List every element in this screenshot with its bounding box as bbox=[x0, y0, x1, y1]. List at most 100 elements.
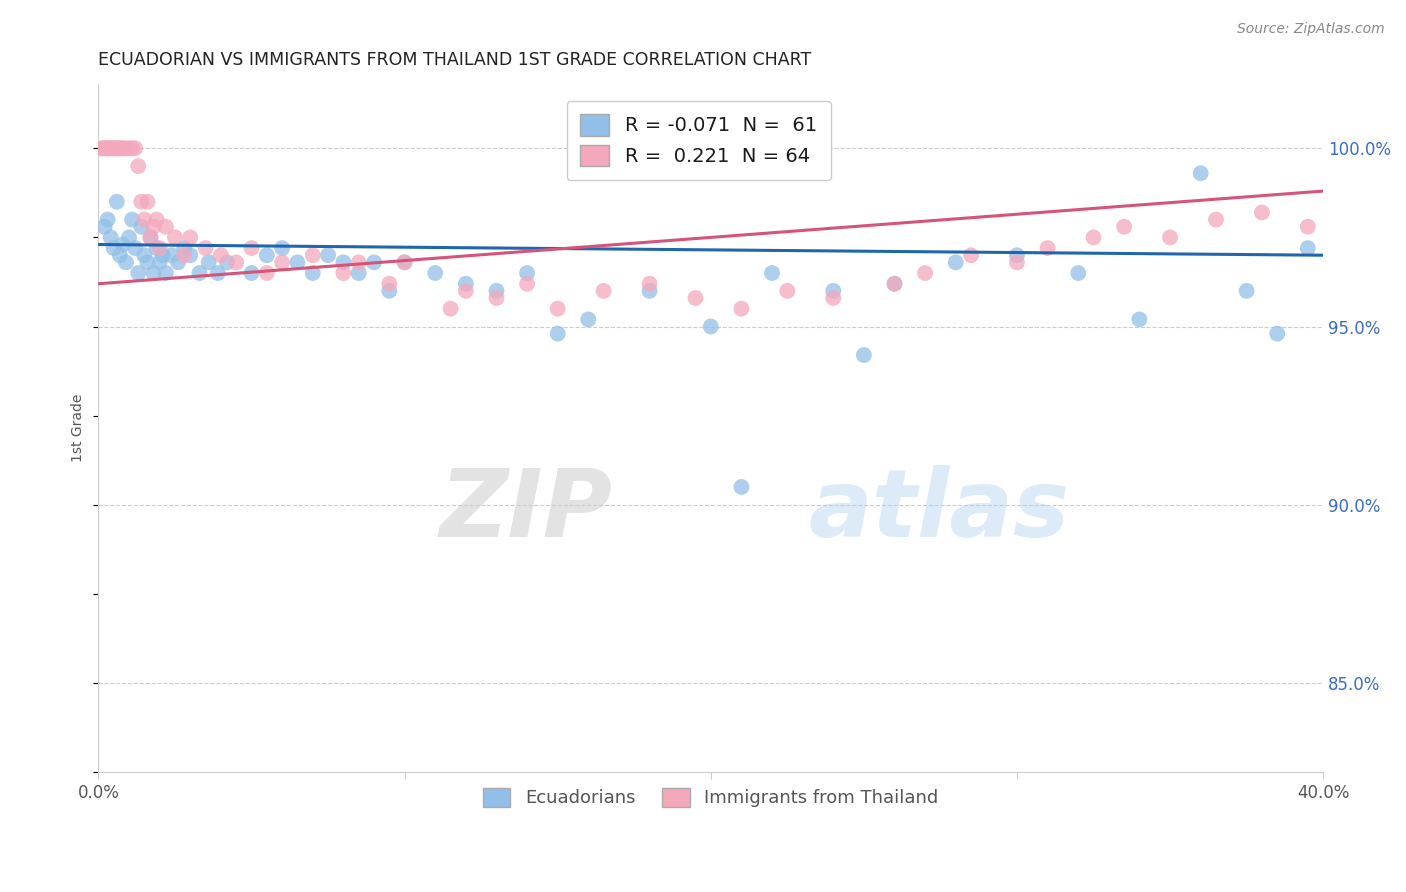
Point bbox=[207, 266, 229, 280]
Point bbox=[129, 219, 152, 234]
Point bbox=[332, 255, 354, 269]
Point bbox=[576, 312, 599, 326]
Point bbox=[883, 277, 905, 291]
Point bbox=[914, 266, 936, 280]
Point bbox=[301, 266, 323, 280]
Point bbox=[134, 212, 156, 227]
Point bbox=[776, 284, 799, 298]
Point bbox=[104, 141, 127, 155]
Text: Source: ZipAtlas.com: Source: ZipAtlas.com bbox=[1237, 22, 1385, 37]
Point bbox=[1265, 326, 1288, 341]
Point bbox=[378, 277, 401, 291]
Point bbox=[145, 212, 167, 227]
Point bbox=[149, 255, 172, 269]
Point bbox=[142, 266, 165, 280]
Point bbox=[700, 319, 723, 334]
Text: ZIP: ZIP bbox=[440, 465, 613, 557]
Point bbox=[823, 284, 845, 298]
Point bbox=[118, 230, 141, 244]
Point bbox=[1005, 255, 1028, 269]
Point bbox=[256, 266, 278, 280]
Point bbox=[173, 248, 195, 262]
Point bbox=[592, 284, 614, 298]
Point bbox=[1159, 230, 1181, 244]
Point bbox=[332, 266, 354, 280]
Point bbox=[852, 348, 875, 362]
Point bbox=[516, 277, 538, 291]
Point bbox=[142, 219, 165, 234]
Point bbox=[685, 291, 707, 305]
Point bbox=[97, 212, 120, 227]
Point bbox=[108, 248, 131, 262]
Point bbox=[167, 255, 190, 269]
Point bbox=[1005, 248, 1028, 262]
Point bbox=[105, 141, 128, 155]
Point bbox=[883, 277, 905, 291]
Point bbox=[1236, 284, 1258, 298]
Point bbox=[155, 219, 177, 234]
Point bbox=[454, 277, 477, 291]
Point bbox=[1067, 266, 1090, 280]
Point bbox=[93, 219, 115, 234]
Point bbox=[1189, 166, 1212, 180]
Point bbox=[316, 248, 339, 262]
Point bbox=[93, 141, 115, 155]
Point bbox=[271, 241, 294, 255]
Point bbox=[107, 141, 129, 155]
Point bbox=[90, 141, 112, 155]
Point bbox=[149, 241, 172, 255]
Point bbox=[103, 241, 125, 255]
Point bbox=[761, 266, 783, 280]
Point bbox=[121, 212, 143, 227]
Point bbox=[1251, 205, 1274, 219]
Point bbox=[240, 241, 263, 255]
Point bbox=[118, 141, 141, 155]
Point bbox=[240, 266, 263, 280]
Y-axis label: 1st Grade: 1st Grade bbox=[72, 394, 86, 462]
Point bbox=[110, 141, 132, 155]
Point bbox=[1083, 230, 1105, 244]
Point bbox=[1128, 312, 1150, 326]
Point bbox=[347, 266, 370, 280]
Point bbox=[105, 194, 128, 209]
Point bbox=[425, 266, 447, 280]
Point bbox=[155, 266, 177, 280]
Point bbox=[730, 301, 752, 316]
Point bbox=[730, 480, 752, 494]
Point bbox=[547, 301, 569, 316]
Point bbox=[103, 141, 125, 155]
Point bbox=[485, 284, 508, 298]
Point bbox=[188, 266, 211, 280]
Point bbox=[94, 141, 117, 155]
Point bbox=[287, 255, 309, 269]
Point bbox=[547, 326, 569, 341]
Point bbox=[215, 255, 238, 269]
Point bbox=[98, 141, 121, 155]
Point bbox=[115, 255, 138, 269]
Point bbox=[108, 141, 131, 155]
Point bbox=[163, 230, 186, 244]
Point bbox=[1114, 219, 1136, 234]
Point bbox=[124, 241, 146, 255]
Point bbox=[516, 266, 538, 280]
Point bbox=[127, 159, 149, 173]
Legend: Ecuadorians, Immigrants from Thailand: Ecuadorians, Immigrants from Thailand bbox=[477, 780, 945, 814]
Point bbox=[160, 248, 183, 262]
Point bbox=[823, 291, 845, 305]
Point bbox=[121, 141, 143, 155]
Point bbox=[129, 194, 152, 209]
Point bbox=[139, 230, 162, 244]
Text: atlas: atlas bbox=[808, 465, 1070, 557]
Point bbox=[145, 241, 167, 255]
Point bbox=[301, 248, 323, 262]
Point bbox=[454, 284, 477, 298]
Point bbox=[179, 248, 201, 262]
Point bbox=[394, 255, 416, 269]
Point bbox=[638, 277, 661, 291]
Point bbox=[194, 241, 217, 255]
Text: ECUADORIAN VS IMMIGRANTS FROM THAILAND 1ST GRADE CORRELATION CHART: ECUADORIAN VS IMMIGRANTS FROM THAILAND 1… bbox=[98, 51, 811, 69]
Point bbox=[197, 255, 219, 269]
Point bbox=[136, 255, 159, 269]
Point bbox=[225, 255, 247, 269]
Point bbox=[136, 194, 159, 209]
